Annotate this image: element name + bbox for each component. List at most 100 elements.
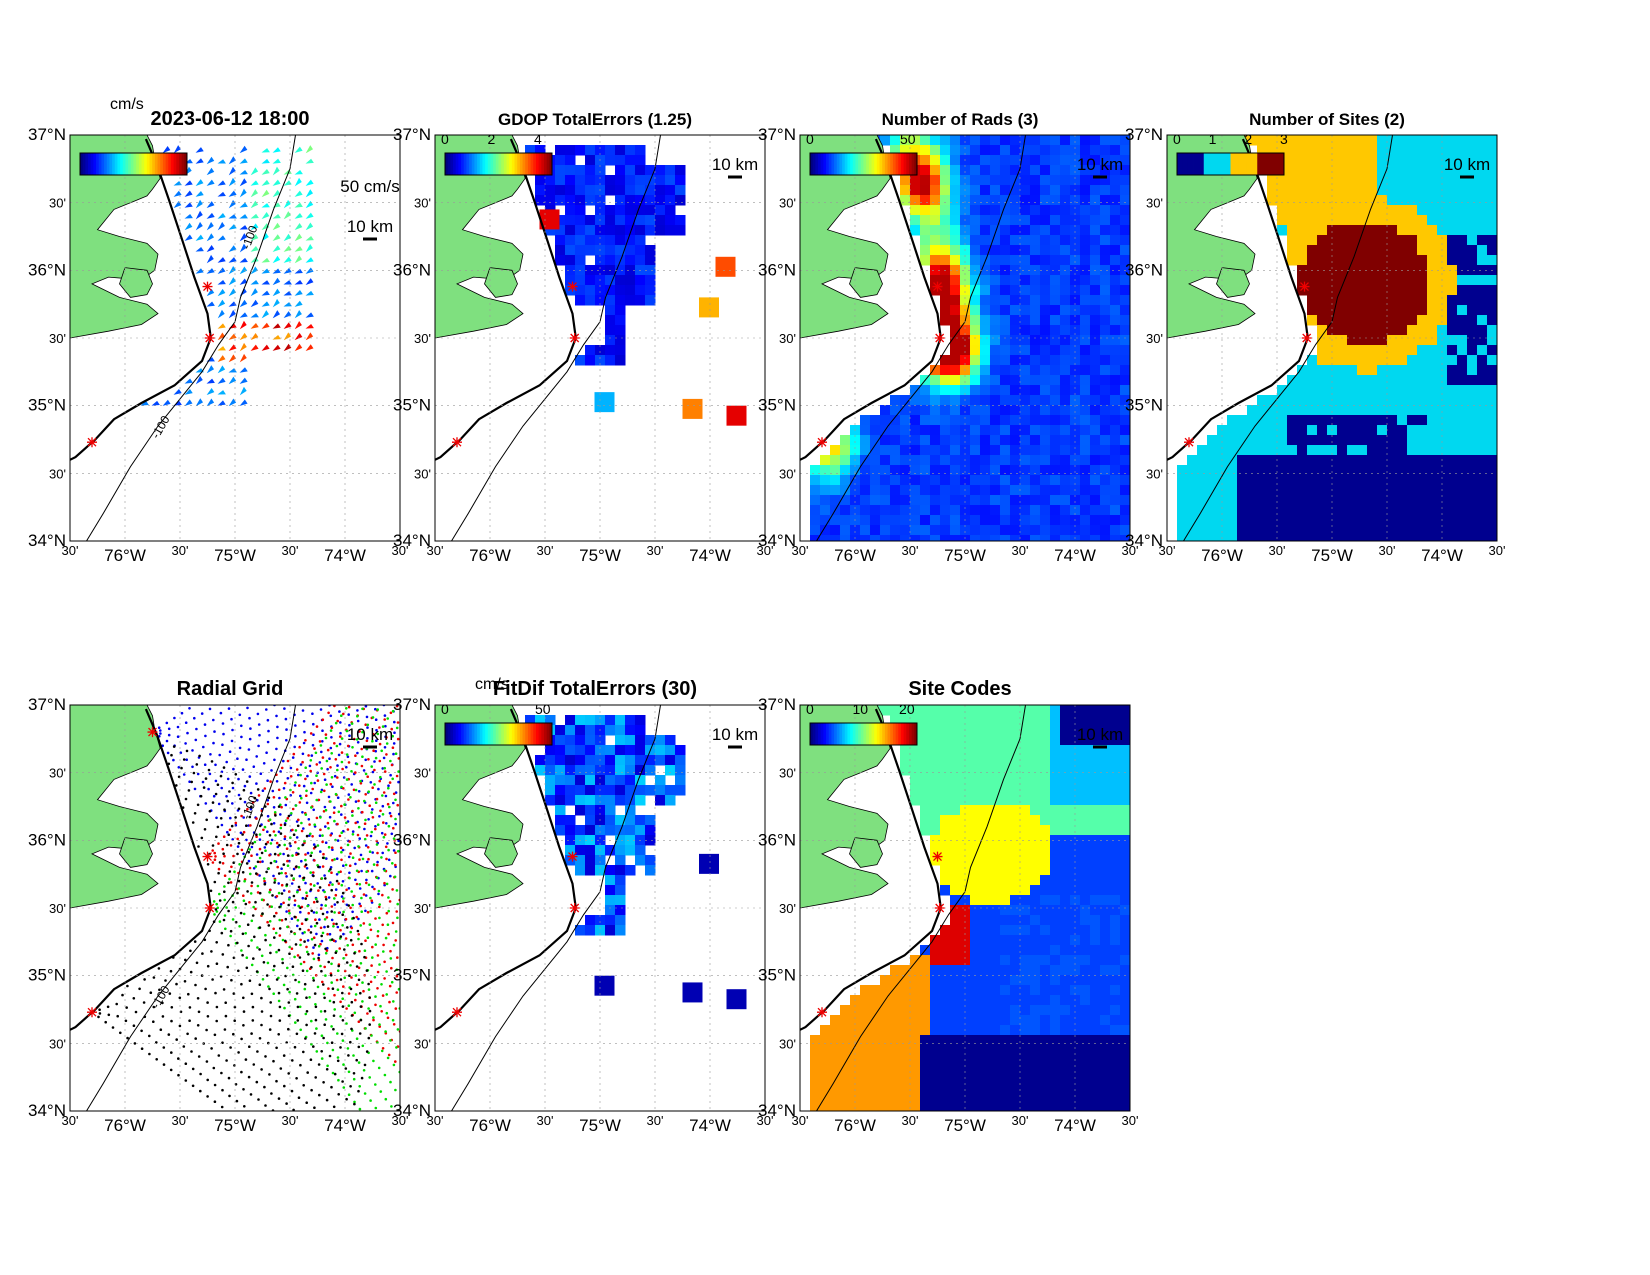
longitude-label: 30' [427, 543, 444, 558]
radial-grid-points [97, 705, 400, 1111]
latitude-label: 30' [779, 1036, 796, 1051]
mainland [70, 705, 161, 909]
latitude-label: 30' [49, 331, 66, 346]
colorbar-tick-label: 4 [534, 131, 542, 147]
coastline [800, 138, 942, 461]
hf-radar-site-marker [202, 851, 213, 862]
latitude-label: 37°N [28, 695, 66, 714]
hf-radar-site-marker [569, 903, 580, 913]
colorbar [444, 152, 553, 176]
latitude-label: 30' [414, 766, 431, 781]
map-area: -100-100 [70, 135, 400, 541]
coastline [800, 708, 942, 1031]
panel-title: Radial Grid [177, 678, 284, 700]
latitude-label: 36°N [28, 830, 66, 849]
isobath-line [1183, 135, 1393, 541]
latitude-label: 37°N [758, 125, 796, 144]
longitude-label: 30' [902, 543, 919, 558]
scale-bar-label: 10 km [347, 725, 393, 744]
longitude-label: 75°W [214, 546, 256, 565]
hf-radar-site-marker [147, 727, 158, 738]
latitude-label: 30' [1146, 466, 1163, 481]
colorbar-tick-label: 2 [488, 131, 496, 147]
isobath-line [451, 135, 661, 541]
colorbar-tick-label: 0 [806, 701, 814, 717]
hf-radar-site-marker [932, 281, 943, 292]
colorbar-tick-label: 50 [535, 701, 551, 717]
longitude-label: 30' [757, 543, 774, 558]
latitude-label: 30' [1146, 331, 1163, 346]
longitude-label: 76°W [469, 546, 511, 565]
longitude-label: 30' [1012, 1113, 1029, 1128]
hf-radar-site-marker [202, 281, 213, 292]
hf-radar-site-marker [817, 1007, 827, 1018]
colorbar [79, 152, 188, 176]
map-area [800, 705, 1130, 1111]
map-frame [1166, 134, 1498, 542]
hf-radar-site-marker [569, 333, 580, 343]
coastline [70, 708, 212, 1031]
hf-radar-site-marker [87, 437, 97, 448]
colorbar [809, 152, 918, 176]
latitude-label: 30' [779, 766, 796, 781]
hf-radar-site-marker [1301, 333, 1312, 343]
latitude-label: 30' [779, 901, 796, 916]
longitude-label: 76°W [834, 546, 876, 565]
longitude-label: 30' [902, 1113, 919, 1128]
panel-sites: 0 1 2 3 Number of Sites (2) 10 km 37°N 30' 36°N 3… [1125, 110, 1505, 565]
hf-radar-site-marker [1184, 437, 1194, 448]
latitude-label: 36°N [393, 830, 431, 849]
sites-grid [1177, 135, 1497, 541]
scale-bar-label: 10 km [712, 155, 758, 174]
map-area [435, 705, 765, 1111]
latitude-label: 30' [49, 196, 66, 211]
longitude-label: 74°W [689, 1116, 731, 1135]
isobath-line [86, 705, 296, 1111]
longitude-label: 75°W [579, 1116, 621, 1135]
longitude-label: 30' [392, 543, 409, 558]
longitude-label: 74°W [1054, 546, 1096, 565]
longitude-label: 74°W [1421, 546, 1463, 565]
latitude-label: 30' [49, 1036, 66, 1051]
longitude-label: 30' [427, 1113, 444, 1128]
longitude-label: 75°W [944, 1116, 986, 1135]
longitude-label: 30' [172, 1113, 189, 1128]
panel-title: Site Codes [908, 678, 1011, 700]
map-frame [799, 134, 1131, 542]
map-frame [69, 134, 401, 542]
latitude-label: 34°N [393, 531, 431, 550]
coastline [1167, 138, 1309, 461]
colorbar-tick-label: 0 [441, 701, 449, 717]
colorbar-tick-label: 50 [900, 131, 916, 147]
map-area [800, 135, 1130, 541]
scale-bar-label: 10 km [1444, 155, 1490, 174]
panel-radial: -100-100 Radial Grid 10 km 37°N 30' 36°N 30' 35… [28, 678, 408, 1135]
longitude-label: 75°W [214, 1116, 256, 1135]
latitude-label: 37°N [1125, 125, 1163, 144]
latitude-label: 30' [414, 331, 431, 346]
longitude-label: 74°W [689, 546, 731, 565]
map-area [1167, 135, 1497, 541]
latitude-label: 37°N [393, 125, 431, 144]
latitude-label: 36°N [758, 260, 796, 279]
longitude-label: 30' [282, 1113, 299, 1128]
scale-bar-label: 10 km [1077, 155, 1123, 174]
longitude-label: 30' [792, 543, 809, 558]
latitude-label: 37°N [758, 695, 796, 714]
isobath-line [816, 135, 1026, 541]
error-grid [525, 145, 747, 426]
hf-radar-site-marker [817, 437, 827, 448]
longitude-label: 30' [757, 1113, 774, 1128]
longitude-label: 30' [1122, 543, 1139, 558]
longitude-label: 30' [1379, 543, 1396, 558]
longitude-label: 30' [172, 543, 189, 558]
longitude-label: 30' [537, 1113, 554, 1128]
colorbar-tick-label: 0 [1173, 131, 1181, 147]
latitude-label: 30' [414, 1036, 431, 1051]
colorbar-tick-label: 0 [441, 131, 449, 147]
colorbar-tick-label: 20 [899, 701, 915, 717]
map-frame [69, 704, 401, 1112]
latitude-label: 34°N [393, 1101, 431, 1120]
